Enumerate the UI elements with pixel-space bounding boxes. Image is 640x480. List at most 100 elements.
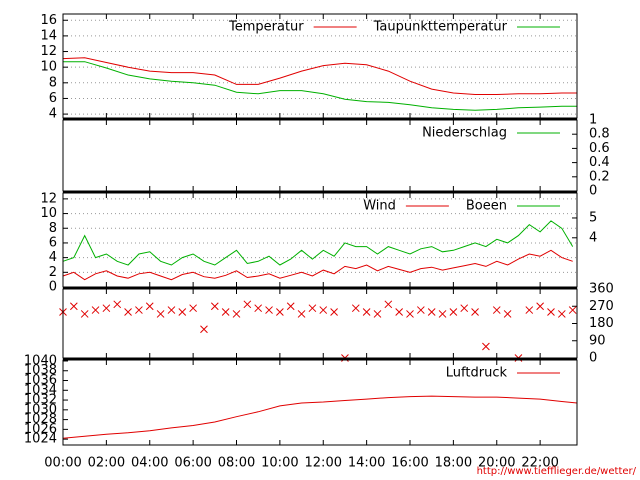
legend-label: Boeen bbox=[466, 199, 507, 214]
point bbox=[145, 302, 154, 311]
y-tick-label: 1026 bbox=[24, 422, 57, 437]
x-tick-label: 00:00 bbox=[44, 456, 81, 471]
point bbox=[308, 304, 317, 313]
x-tick-label: 06:00 bbox=[174, 456, 211, 471]
series-line bbox=[62, 249, 573, 281]
y-tick-label: 16 bbox=[40, 13, 57, 28]
series-line bbox=[62, 395, 578, 439]
y-tick-label: 1038 bbox=[24, 363, 57, 378]
legend-label: Luftdruck bbox=[446, 366, 508, 381]
y2-tick-label: 180 bbox=[589, 316, 614, 331]
point bbox=[330, 308, 338, 316]
legend-label: Niederschlag bbox=[422, 126, 507, 141]
point bbox=[362, 308, 371, 316]
x-tick-label: 20:00 bbox=[478, 456, 515, 471]
point bbox=[243, 300, 252, 309]
point bbox=[471, 308, 479, 316]
point bbox=[80, 310, 89, 318]
point bbox=[406, 310, 414, 318]
point bbox=[102, 304, 111, 313]
y2-tick-label: 0.2 bbox=[589, 169, 610, 184]
x-tick-label: 10:00 bbox=[261, 456, 298, 471]
series-line bbox=[62, 220, 574, 266]
x-tick-label: 08:00 bbox=[218, 456, 255, 471]
point bbox=[221, 308, 230, 316]
y-tick-label: 8 bbox=[49, 75, 57, 90]
point bbox=[536, 302, 544, 311]
y2-tick-label: 0.6 bbox=[589, 141, 610, 156]
point bbox=[557, 310, 566, 318]
x-tick-label: 18:00 bbox=[435, 456, 472, 471]
point bbox=[69, 302, 78, 311]
point bbox=[156, 310, 165, 318]
point bbox=[113, 300, 122, 309]
point bbox=[319, 306, 328, 314]
x-tick-label: 22:00 bbox=[521, 456, 558, 471]
y2-tick-label: 0 bbox=[589, 351, 597, 366]
point bbox=[254, 304, 263, 313]
point bbox=[384, 300, 393, 309]
point bbox=[482, 342, 490, 351]
x-tick-label: 02:00 bbox=[88, 456, 125, 471]
y-tick-label: 1040 bbox=[24, 353, 57, 368]
y-tick-label: 4 bbox=[49, 250, 57, 265]
y2-tick-label: 0.4 bbox=[589, 155, 610, 170]
point bbox=[568, 306, 577, 314]
y-tick-label: 12 bbox=[40, 44, 57, 59]
series-line bbox=[63, 61, 577, 111]
point bbox=[395, 308, 404, 316]
y-tick-label: 1032 bbox=[24, 393, 57, 408]
point bbox=[286, 302, 295, 311]
panel-frame bbox=[62, 288, 578, 359]
footer-url: http://www.tiefflieger.de/wetter/ bbox=[477, 466, 637, 477]
point bbox=[178, 308, 187, 316]
y2-tick-label: 90 bbox=[589, 333, 606, 348]
x-tick-label: 14:00 bbox=[348, 456, 385, 471]
y2-tick-label: 270 bbox=[589, 299, 614, 314]
y-tick-label: 10 bbox=[40, 60, 57, 75]
y2-tick-label: 5 bbox=[589, 210, 597, 225]
point bbox=[297, 310, 306, 318]
y-tick-label: 0 bbox=[49, 280, 57, 295]
y-tick-label: 2 bbox=[49, 265, 57, 280]
x-tick-label: 04:00 bbox=[131, 456, 168, 471]
point bbox=[438, 310, 447, 318]
point bbox=[167, 306, 176, 314]
x-tick-label: 12:00 bbox=[305, 456, 342, 471]
y2-tick-label: 360 bbox=[589, 282, 614, 297]
y-tick-label: 8 bbox=[49, 221, 57, 236]
y-tick-label: 1028 bbox=[24, 412, 57, 427]
point bbox=[232, 310, 241, 318]
legend-label: Temperatur bbox=[228, 20, 304, 35]
point bbox=[210, 302, 219, 311]
point bbox=[135, 306, 143, 314]
point bbox=[200, 325, 208, 334]
y-tick-label: 10 bbox=[40, 206, 57, 221]
y-tick-label: 1036 bbox=[24, 373, 57, 388]
point bbox=[276, 308, 284, 316]
y2-tick-label: 0 bbox=[589, 184, 597, 199]
point bbox=[525, 306, 534, 314]
point bbox=[427, 308, 436, 316]
y2-tick-label: 0.8 bbox=[589, 127, 610, 142]
y-tick-label: 6 bbox=[49, 235, 57, 250]
y-tick-label: 1024 bbox=[24, 432, 57, 447]
y-tick-label: 1030 bbox=[24, 402, 57, 417]
y-tick-label: 1034 bbox=[24, 383, 57, 398]
series-line bbox=[62, 57, 577, 95]
legend-label: Wind bbox=[363, 199, 396, 214]
y2-tick-label: 4 bbox=[589, 230, 597, 245]
point bbox=[460, 304, 469, 313]
y-tick-label: 14 bbox=[40, 28, 57, 43]
point bbox=[503, 310, 512, 318]
x-tick-label: 16:00 bbox=[391, 456, 428, 471]
y2-tick-label: 1 bbox=[589, 113, 597, 128]
point bbox=[91, 306, 100, 314]
point bbox=[124, 308, 132, 316]
y-tick-label: 4 bbox=[49, 107, 57, 122]
point bbox=[373, 310, 382, 318]
point bbox=[265, 306, 273, 314]
point bbox=[189, 304, 197, 313]
point bbox=[547, 308, 555, 316]
